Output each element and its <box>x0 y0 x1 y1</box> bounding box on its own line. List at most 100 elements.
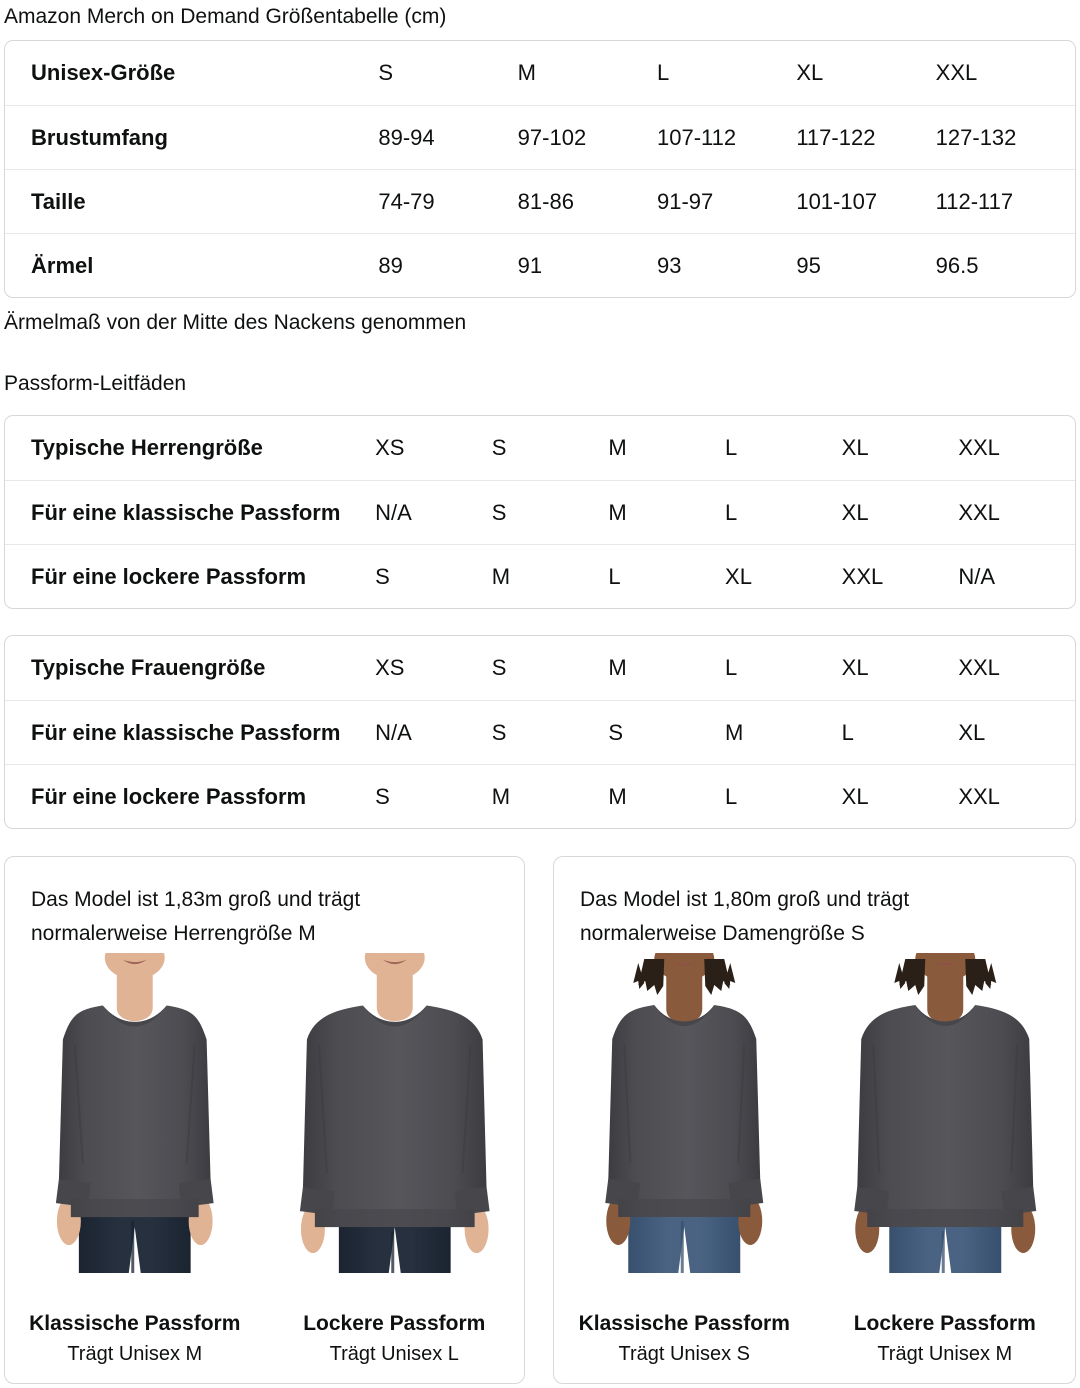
table-cell: 93 <box>657 252 682 278</box>
row-label: Ärmel <box>31 252 94 278</box>
fit-label-group: Lockere Passform Trägt Unisex L <box>265 1309 525 1369</box>
unisex-size-table: Unisex-Größe S M L XL XXL Brustumfang 89-94 97-1… <box>4 40 1076 298</box>
table-cell: 89-94 <box>378 124 435 150</box>
fit-label-group: Klassische Passform Trägt Unisex M <box>5 1309 265 1369</box>
sweatshirt-model-illustration <box>5 953 265 1273</box>
column-header-size: S <box>378 60 394 85</box>
fit-name: Lockere Passform <box>303 1312 486 1335</box>
table-cell: 91 <box>517 252 543 278</box>
table-cell: M <box>725 719 744 745</box>
table-cell: M <box>608 435 627 460</box>
table-cell: XXL <box>841 563 884 589</box>
fit-label-group: Lockere Passform Trägt Unisex M <box>815 1309 1076 1369</box>
table-cell: S <box>491 655 507 680</box>
model-figures <box>5 953 524 1273</box>
table-row: Für eine lockere Passform S M L XL XXL N/A <box>5 544 1075 608</box>
table-cell: L <box>841 719 854 745</box>
model-caption: Das Model ist 1,83m groß und trägt norma… <box>31 888 361 945</box>
model-figure-classic <box>5 953 265 1273</box>
table-cell: N/A <box>958 563 995 589</box>
sweatshirt-model-illustration <box>554 953 815 1273</box>
model-figure-classic <box>554 953 815 1273</box>
table-row: Typische Herrengröße XS S M L XL XXL <box>5 416 1075 480</box>
table-row: Typische Frauengröße XS S M L XL XXL <box>5 636 1075 700</box>
table-cell: S <box>608 719 624 745</box>
table-cell: 74-79 <box>378 188 435 214</box>
table-cell: L <box>725 435 738 460</box>
sleeve-measurement-note: Ärmelmaß von der Mitte des Nackens genom… <box>4 311 467 334</box>
row-label: Für eine klassische Passform <box>31 499 341 525</box>
table-row: Ärmel 89 91 93 95 96.5 <box>5 233 1075 297</box>
column-header-size: XL <box>796 60 824 85</box>
fit-guides-heading: Passform-Leitfäden <box>4 372 187 395</box>
table-cell: M <box>608 655 627 680</box>
row-label: Für eine klassische Passform <box>31 719 341 745</box>
table-cell: XS <box>375 655 405 680</box>
table-cell: L <box>725 783 738 809</box>
column-header-size: M <box>517 60 536 85</box>
fit-name: Klassische Passform <box>578 1312 790 1335</box>
table-cell: XL <box>841 783 869 809</box>
column-header-size: L <box>657 60 670 85</box>
fit-wears: Trägt Unisex M <box>67 1343 203 1365</box>
table-cell: 101-107 <box>796 188 878 214</box>
fit-label-group: Klassische Passform Trägt Unisex S <box>554 1309 815 1369</box>
row-label: Typische Herrengröße <box>31 435 263 460</box>
table-cell: 107-112 <box>657 124 737 150</box>
table-cell: 97-102 <box>517 124 587 150</box>
table-cell: S <box>491 435 507 460</box>
table-cell: S <box>491 499 507 525</box>
table-cell: L <box>725 655 738 680</box>
column-header-size: XXL <box>935 60 978 85</box>
table-cell: XL <box>841 655 869 680</box>
table-cell: M <box>491 783 511 809</box>
table-cell: M <box>608 783 627 809</box>
table-cell: XL <box>841 435 869 460</box>
table-cell: L <box>608 563 621 589</box>
table-cell: 81-86 <box>517 188 574 214</box>
table-cell: 112-117 <box>935 188 1014 214</box>
fit-wears: Trägt Unisex L <box>329 1343 459 1365</box>
table-cell: 91-97 <box>657 188 714 214</box>
row-label: Für eine lockere Passform <box>31 783 307 809</box>
table-cell: S <box>491 719 507 745</box>
page-title: Amazon Merch on Demand Größentabelle (cm… <box>4 5 447 28</box>
table-cell: 89 <box>378 252 403 278</box>
table-cell: XL <box>841 499 869 525</box>
womens-fit-guide-table: Typische Frauengröße XS S M L XL XXL Für eine k… <box>4 635 1076 829</box>
model-figures <box>554 953 1075 1273</box>
model-figure-loose <box>815 953 1076 1273</box>
table-cell: XL <box>725 563 752 589</box>
fit-name: Lockere Passform <box>853 1312 1036 1335</box>
table-cell: 117-122 <box>796 124 876 150</box>
sweatshirt-model-illustration <box>265 953 525 1273</box>
row-label: Für eine lockere Passform <box>31 563 307 589</box>
fit-wears: Trägt Unisex S <box>618 1343 751 1365</box>
table-row: Brustumfang 89-94 97-102 107-112 117-122 127-… <box>5 105 1075 169</box>
table-cell: 95 <box>796 252 821 278</box>
row-label: Brustumfang <box>31 124 168 150</box>
table-cell: XXL <box>958 435 1000 460</box>
table-cell: M <box>608 499 627 525</box>
female-model-card: Das Model ist 1,80m groß und trägt norma… <box>553 856 1076 1384</box>
model-figure-loose <box>265 953 525 1273</box>
table-row: Für eine lockere Passform S M M L XL XXL <box>5 764 1075 828</box>
fit-name: Klassische Passform <box>29 1312 241 1335</box>
table-header-row: Unisex-Größe S M L XL XXL <box>5 41 1075 105</box>
sweatshirt-model-illustration <box>815 953 1076 1273</box>
fit-labels: Klassische Passform Trägt Unisex S Lockere… <box>554 1309 1075 1369</box>
table-cell: XL <box>958 719 986 745</box>
table-cell: 96.5 <box>935 252 979 278</box>
table-cell: N/A <box>375 499 412 525</box>
table-cell: XXL <box>958 499 1000 525</box>
table-cell: S <box>375 563 390 589</box>
table-row: Für eine klassische Passform N/A S M L XL XXL <box>5 480 1075 544</box>
table-cell: XXL <box>958 783 1000 809</box>
row-label: Typische Frauengröße <box>31 655 266 680</box>
table-row: Für eine klassische Passform N/A S S M L XL <box>5 700 1075 764</box>
table-cell: XXL <box>958 655 1000 680</box>
table-cell: XS <box>375 435 405 460</box>
table-cell: N/A <box>375 719 412 745</box>
row-label: Taille <box>31 188 86 214</box>
